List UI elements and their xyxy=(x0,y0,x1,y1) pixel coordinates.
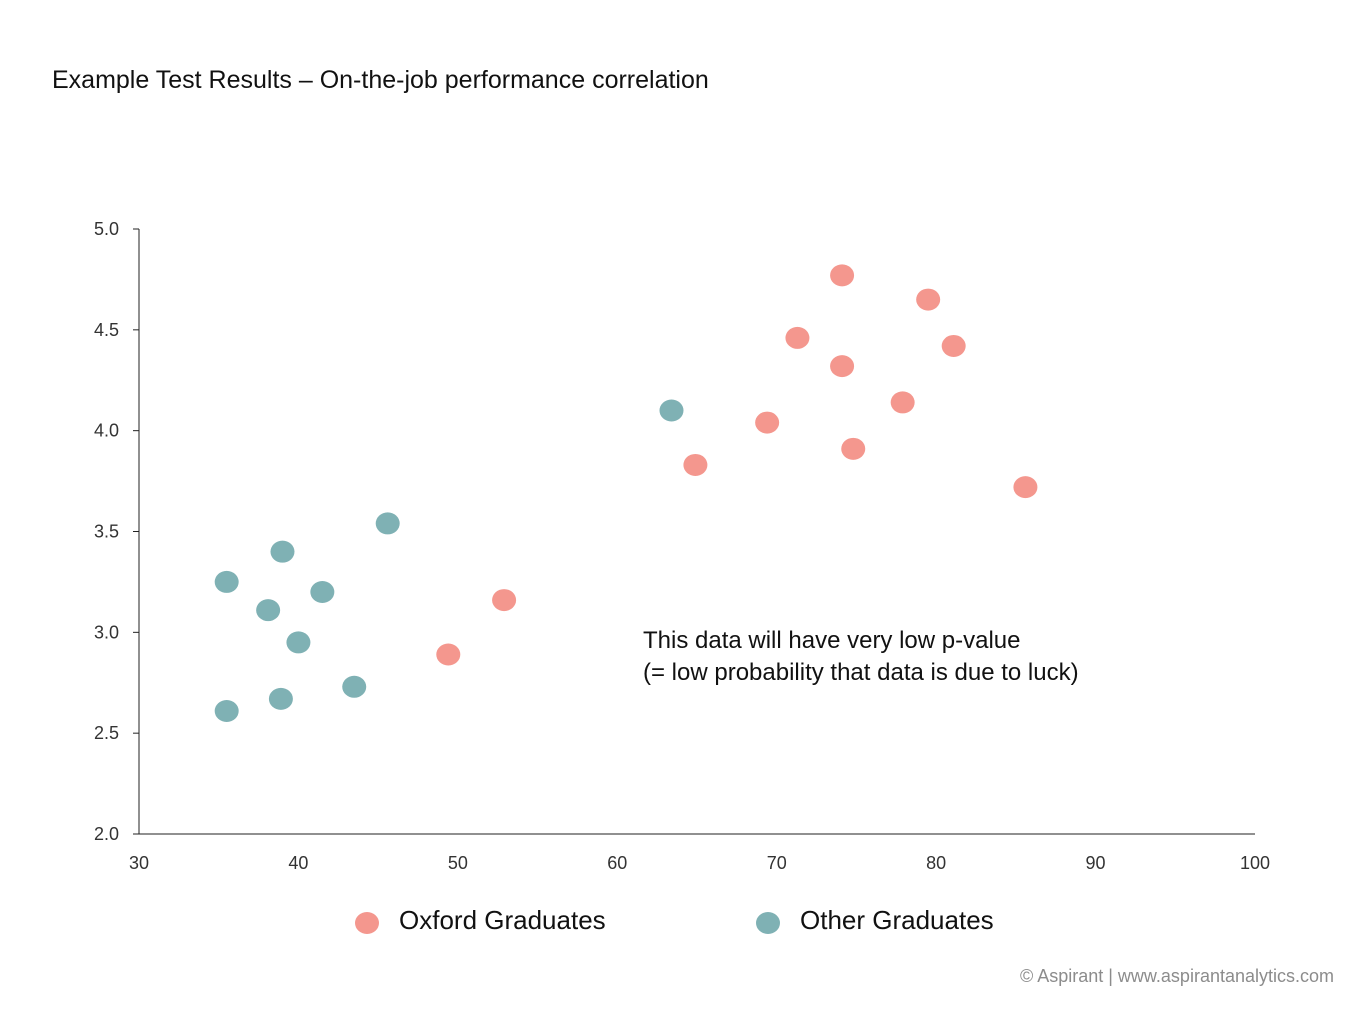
y-tick-label: 2.5 xyxy=(94,723,119,743)
x-tick-label: 100 xyxy=(1240,853,1270,873)
y-tick-label: 2.0 xyxy=(94,824,119,844)
chart-axes xyxy=(138,229,1255,835)
y-tick-label: 3.0 xyxy=(94,622,119,642)
x-tick-label: 80 xyxy=(926,853,946,873)
annotation-line-1: This data will have very low p-value xyxy=(643,627,1021,654)
other-graduate-point xyxy=(270,540,295,563)
scatter-chart: 30 40 50 60 70 80 90 100 2.02.53.03.54.04.55.0 … xyxy=(94,219,1270,873)
other-graduate-point xyxy=(214,570,239,593)
chart-title: Example Test Results – On-the-job perfor… xyxy=(52,66,709,94)
other-graduate-point xyxy=(342,675,367,698)
oxford-graduate-point xyxy=(941,334,966,357)
y-tick-label: 5.0 xyxy=(94,219,119,239)
legend-swatch-other xyxy=(756,911,780,934)
chart-legend: Oxford Graduates Other Graduates xyxy=(0,905,1365,945)
oxford-graduate-point xyxy=(830,355,855,378)
legend-item-oxford: Oxford Graduates xyxy=(355,905,606,936)
y-axis-ticks: 2.0 2.5 3.0 3.5 4.0 4.5 5.0 xyxy=(94,219,139,844)
other-graduate-point xyxy=(256,599,281,622)
legend-swatch-oxford xyxy=(355,911,379,934)
x-tick-label: 40 xyxy=(288,853,308,873)
oxford-graduate-point xyxy=(890,391,915,414)
oxford-graduate-point xyxy=(785,326,810,349)
x-tick-label: 50 xyxy=(448,853,468,873)
other-graduate-point xyxy=(286,631,311,654)
x-tick-label: 90 xyxy=(1086,853,1106,873)
oxford-graduate-point xyxy=(841,437,866,460)
oxford-graduate-point xyxy=(436,643,461,666)
x-tick-label: 60 xyxy=(607,853,627,873)
other-graduate-point xyxy=(659,399,684,422)
annotation-line-2: (= low probability that data is due to l… xyxy=(643,659,1079,686)
data-points xyxy=(214,264,1038,722)
legend-label-other: Other Graduates xyxy=(800,905,994,935)
x-axis-ticks: 30 40 50 60 70 80 90 100 xyxy=(129,853,1270,873)
other-graduate-point xyxy=(214,699,239,722)
y-tick-label: 4.5 xyxy=(94,320,119,340)
legend-item-other: Other Graduates xyxy=(756,905,994,936)
oxford-graduate-point xyxy=(916,288,941,311)
other-graduate-point xyxy=(268,687,293,710)
oxford-graduate-point xyxy=(755,411,780,434)
oxford-graduate-point xyxy=(1013,476,1038,499)
footer-credit: © Aspirant | www.aspirantanalytics.com xyxy=(1019,966,1334,986)
y-tick-label: 4.0 xyxy=(94,421,119,441)
other-graduate-point xyxy=(310,581,335,603)
y-tick-label: 3.5 xyxy=(94,522,119,542)
x-tick-label: 70 xyxy=(767,853,787,873)
legend-label-oxford: Oxford Graduates xyxy=(399,905,606,935)
oxford-graduate-point xyxy=(830,264,855,287)
oxford-graduate-point xyxy=(492,589,517,612)
x-tick-label: 30 xyxy=(129,853,149,873)
other-graduate-point xyxy=(375,512,400,535)
oxford-graduate-point xyxy=(683,453,708,476)
